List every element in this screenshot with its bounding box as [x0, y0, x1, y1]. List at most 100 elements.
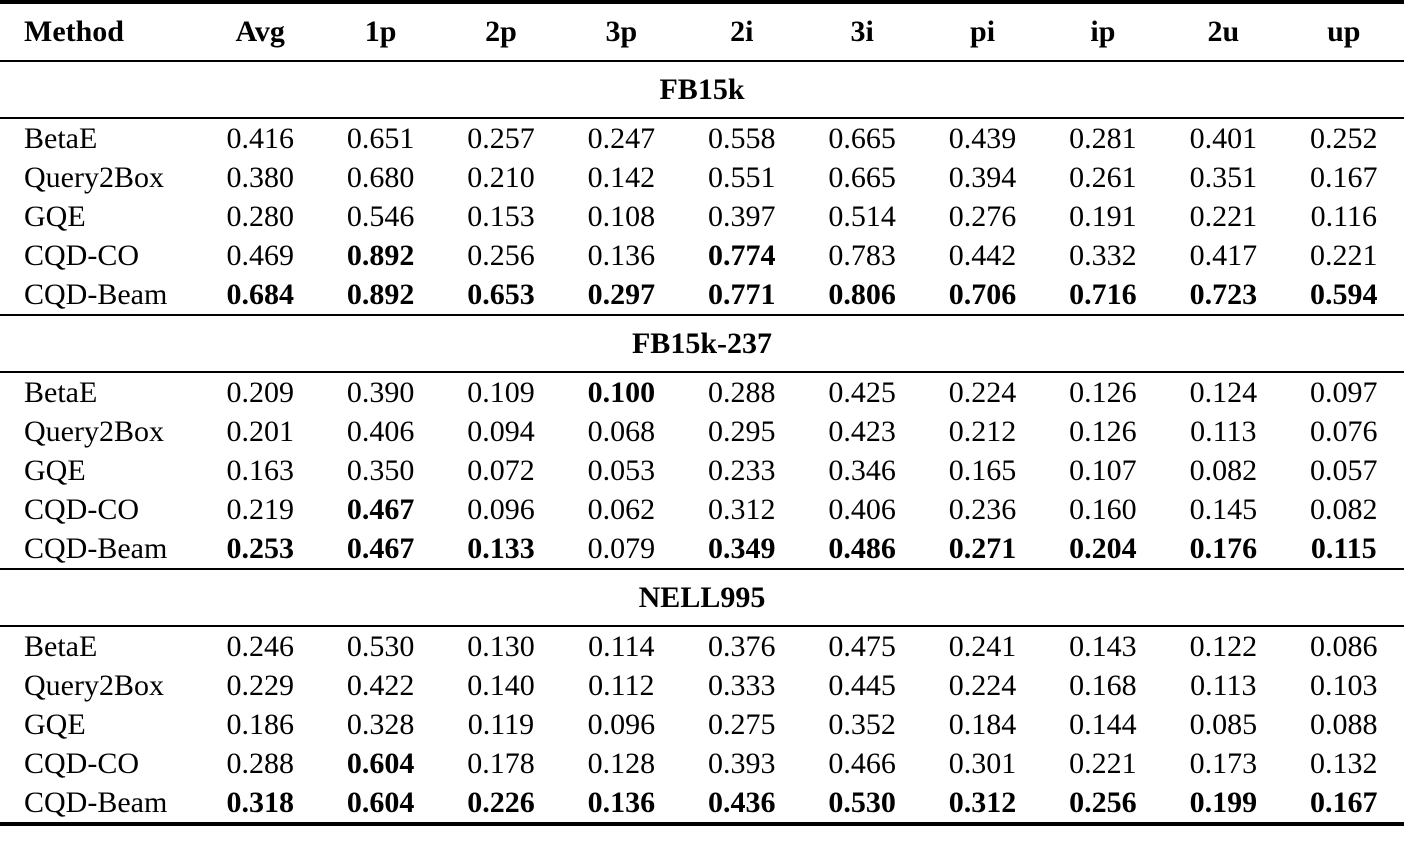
value-cell: 0.085 — [1189, 707, 1258, 741]
value-cell: 0.144 — [1069, 707, 1137, 741]
value-cell: 0.096 — [587, 707, 656, 741]
value-cell: 0.486 — [828, 531, 896, 565]
value-cell: 0.417 — [1189, 238, 1258, 272]
value-cell: 0.167 — [1310, 160, 1378, 194]
section-title: FB15k — [0, 60, 1404, 119]
value-cell: 0.406 — [828, 492, 896, 526]
value-cell: 0.119 — [467, 707, 535, 741]
value-cell: 0.186 — [226, 707, 294, 741]
value-cell: 0.716 — [1069, 277, 1137, 311]
value-cell: 0.253 — [226, 531, 294, 565]
value-cell: 0.136 — [587, 238, 656, 272]
value-cell: 0.160 — [1069, 492, 1137, 526]
value-cell: 0.103 — [1310, 668, 1378, 702]
value-cell: 0.224 — [948, 375, 1017, 409]
value-cell: 0.124 — [1189, 375, 1258, 409]
value-cell: 0.350 — [346, 453, 415, 487]
value-cell: 0.204 — [1069, 531, 1137, 565]
value-cell: 0.281 — [1069, 121, 1137, 155]
value-cell: 0.653 — [467, 277, 535, 311]
value-cell: 0.210 — [467, 160, 535, 194]
table-row: BetaE 0.246 0.530 0.130 0.114 0.376 0.475 0.241… — [0, 626, 1404, 666]
table-row: CQD-Beam 0.253 0.467 0.133 0.079 0.349 0.486 0.… — [0, 529, 1404, 569]
header-row: Method Avg 1p 2p 3p 2i 3i pi ip 2u up — [0, 2, 1404, 62]
value-cell: 0.680 — [346, 160, 415, 194]
value-cell: 0.380 — [226, 160, 294, 194]
value-cell: 0.351 — [1189, 160, 1258, 194]
value-cell: 0.665 — [828, 121, 896, 155]
value-cell: 0.530 — [346, 629, 415, 663]
value-cell: 0.256 — [467, 238, 535, 272]
value-cell: 0.256 — [1069, 785, 1137, 819]
value-cell: 0.312 — [708, 492, 776, 526]
method-cell: CQD-Beam — [24, 785, 168, 819]
table-row: CQD-CO 0.288 0.604 0.178 0.128 0.393 0.466 0.30… — [0, 744, 1404, 783]
value-cell: 0.236 — [948, 492, 1017, 526]
value-cell: 0.288 — [708, 375, 776, 409]
method-cell: CQD-CO — [24, 746, 140, 780]
value-cell: 0.199 — [1189, 785, 1258, 819]
value-cell: 0.133 — [467, 531, 535, 565]
results-table: Method Avg 1p 2p 3p 2i 3i pi ip 2u up FB15k BetaE 0.… — [0, 0, 1404, 826]
method-cell: GQE — [24, 707, 86, 741]
section-title-row: FB15k-237 — [0, 314, 1404, 373]
method-column-header: Method — [0, 2, 200, 62]
value-cell: 0.057 — [1310, 453, 1378, 487]
value-cell: 0.088 — [1310, 707, 1378, 741]
value-cell: 0.122 — [1189, 629, 1258, 663]
value-cell: 0.219 — [226, 492, 294, 526]
value-cell: 0.107 — [1069, 453, 1137, 487]
method-cell: CQD-CO — [24, 492, 140, 526]
value-cell: 0.514 — [828, 199, 896, 233]
value-cell: 0.390 — [346, 375, 415, 409]
column-header: 3i — [801, 2, 923, 62]
value-cell: 0.252 — [1310, 121, 1378, 155]
value-cell: 0.143 — [1069, 629, 1137, 663]
method-cell: BetaE — [24, 629, 98, 663]
value-cell: 0.604 — [346, 785, 415, 819]
value-cell: 0.153 — [467, 199, 535, 233]
value-cell: 0.126 — [1069, 375, 1137, 409]
column-header: 3p — [561, 2, 682, 62]
section-title-row: NELL995 — [0, 568, 1404, 627]
value-cell: 0.397 — [708, 199, 776, 233]
value-cell: 0.246 — [226, 629, 294, 663]
value-cell: 0.241 — [948, 629, 1017, 663]
table-row: Query2Box 0.380 0.680 0.210 0.142 0.551 0.665 0… — [0, 158, 1404, 197]
value-cell: 0.376 — [708, 629, 776, 663]
value-cell: 0.297 — [587, 277, 656, 311]
value-cell: 0.774 — [708, 238, 776, 272]
value-cell: 0.062 — [587, 492, 656, 526]
value-cell: 0.594 — [1310, 277, 1378, 311]
value-cell: 0.551 — [708, 160, 776, 194]
section-title: NELL995 — [0, 568, 1404, 627]
method-cell: Query2Box — [24, 414, 164, 448]
value-cell: 0.209 — [226, 375, 294, 409]
value-cell: 0.116 — [1310, 199, 1377, 233]
value-cell: 0.312 — [948, 785, 1017, 819]
value-cell: 0.530 — [828, 785, 896, 819]
value-cell: 0.100 — [587, 375, 656, 409]
value-cell: 0.558 — [708, 121, 776, 155]
column-header: 2u — [1163, 2, 1284, 62]
value-cell: 0.439 — [948, 121, 1017, 155]
value-cell: 0.176 — [1189, 531, 1258, 565]
value-cell: 0.082 — [1189, 453, 1258, 487]
column-header: Avg — [200, 2, 321, 62]
value-cell: 0.086 — [1310, 629, 1378, 663]
table-row: GQE 0.186 0.328 0.119 0.096 0.275 0.352 0.184 0.… — [0, 705, 1404, 744]
value-cell: 0.229 — [226, 668, 294, 702]
value-cell: 0.096 — [467, 492, 535, 526]
value-cell: 0.053 — [587, 453, 656, 487]
value-cell: 0.295 — [708, 414, 776, 448]
value-cell: 0.771 — [708, 277, 776, 311]
table-header: Method Avg 1p 2p 3p 2i 3i pi ip 2u up — [0, 2, 1404, 62]
value-cell: 0.706 — [948, 277, 1017, 311]
value-cell: 0.136 — [587, 785, 656, 819]
value-cell: 0.145 — [1189, 492, 1258, 526]
value-cell: 0.445 — [828, 668, 896, 702]
value-cell: 0.475 — [828, 629, 896, 663]
table-row: CQD-CO 0.219 0.467 0.096 0.062 0.312 0.406 0.23… — [0, 490, 1404, 529]
value-cell: 0.423 — [828, 414, 896, 448]
value-cell: 0.783 — [828, 238, 896, 272]
